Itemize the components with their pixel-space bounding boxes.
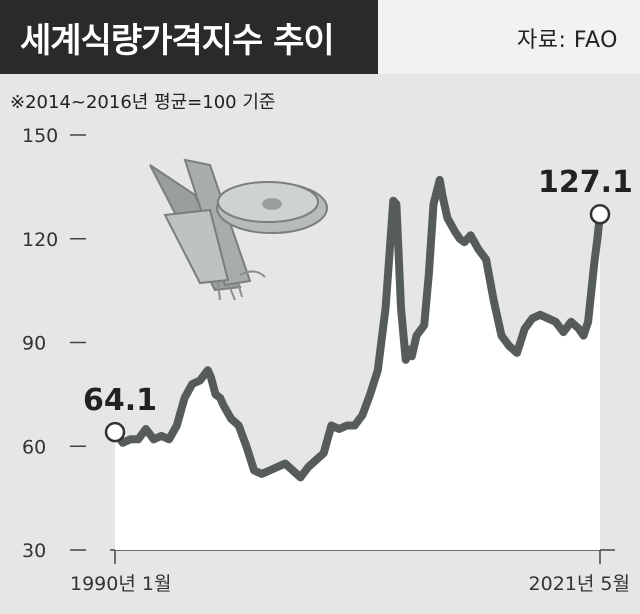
annotations: 64.1 127.1 — [83, 165, 633, 443]
y-tick-label: 30 — [22, 540, 46, 562]
source-note: 자료: FAO — [517, 28, 618, 53]
y-axis: 30 60 90 120 150 — [22, 125, 86, 562]
x-tick-label: 2021년 5월 — [529, 573, 630, 595]
y-tick-label: 120 — [22, 229, 58, 251]
series-line — [111, 176, 604, 482]
meat-steak-icon — [216, 181, 328, 234]
y-tick-label: 150 — [22, 125, 58, 147]
annotation-marker — [589, 203, 611, 225]
vegetable-illustration-icon — [149, 158, 266, 301]
y-tick-label: 90 — [22, 333, 46, 355]
y-tick-label: 60 — [22, 436, 46, 458]
data-label: 64.1 — [83, 383, 157, 418]
plot-area — [111, 176, 604, 550]
data-label: 127.1 — [538, 165, 633, 200]
annotation-marker — [104, 421, 126, 443]
x-tick-label: 1990년 1월 — [70, 573, 171, 595]
base-note: ※2014~2016년 평균=100 기준 — [10, 92, 276, 113]
chart-title: 세계식량가격지수 추이 — [0, 0, 378, 74]
title-bar: 세계식량가격지수 추이 자료: FAO — [0, 0, 640, 74]
series-area — [115, 180, 600, 550]
x-axis: 1990년 1월 2021년 5월 — [70, 549, 630, 595]
